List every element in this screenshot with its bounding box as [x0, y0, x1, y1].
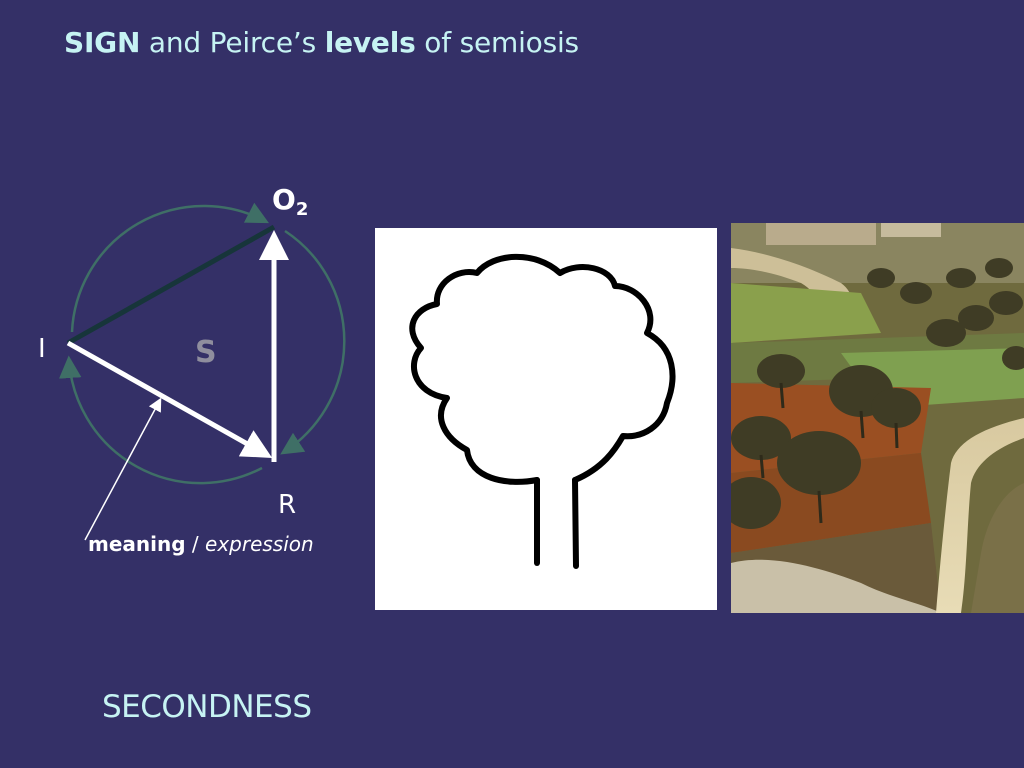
slide-title: SIGN and Peirce’s levels of semiosis	[64, 26, 579, 59]
edge-interpretant-to-object	[66, 224, 276, 346]
edge-interpretant-to-representamen-arrow	[66, 340, 273, 458]
circle-arc-top	[70, 202, 269, 333]
caption-meaning-expression: meaning / expression	[88, 532, 314, 556]
caption-meaning: meaning	[88, 532, 186, 556]
circle-arc-bottom	[59, 355, 263, 485]
title-sign: SIGN	[64, 26, 141, 59]
secondness-label: SECONDNESS	[102, 689, 312, 725]
vertex-label-interpretant: I	[38, 334, 46, 364]
landscape-image	[731, 223, 1024, 613]
caption-expression: expression	[205, 532, 314, 556]
vertex-label-object-subscript: 2	[296, 199, 309, 220]
tree-drawing-icon	[409, 253, 676, 569]
title-and-peirces: and Peirce’s	[140, 26, 325, 59]
title-levels: levels	[324, 26, 416, 59]
center-label-sign: S	[195, 335, 217, 370]
tree-drawing-panel	[375, 228, 717, 610]
circular-arrows	[59, 202, 346, 485]
caption-pointer-arrow	[84, 397, 162, 541]
vertex-label-object: O2	[272, 183, 308, 220]
title-of-semiosis: of semiosis	[415, 26, 579, 59]
olive-grove-landscape-photo	[731, 223, 1024, 613]
vertex-label-representamen: R	[278, 490, 296, 520]
caption-separator: /	[186, 532, 205, 556]
circle-arc-right	[280, 229, 346, 455]
